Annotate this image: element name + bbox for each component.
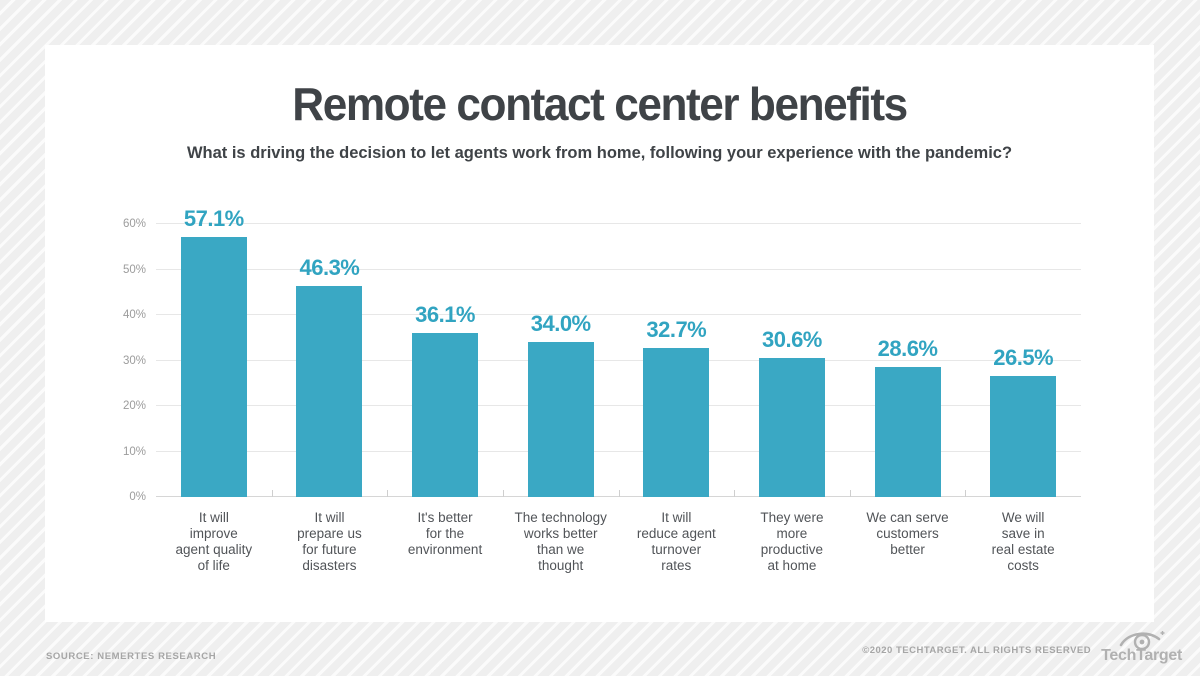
category-label: We can serve customers better (866, 510, 949, 557)
bar-value-label: 36.1% (415, 301, 476, 327)
bar-value-label: 34.0% (530, 311, 591, 337)
chart-title: Remote contact center benefits (292, 78, 908, 130)
category-labels: It will improve agent quality of life It … (156, 510, 1081, 605)
gridline (156, 223, 1081, 224)
bar-slot: 32.7% (619, 224, 735, 497)
bar-value-label: 30.6% (761, 326, 822, 352)
infographic-card: Remote contact center benefits What is d… (45, 45, 1154, 622)
bar-value-label: 32.7% (646, 317, 707, 343)
x-axis-tick (965, 490, 967, 497)
bar (180, 237, 247, 497)
bar-value-label: 28.6% (877, 335, 938, 361)
gridline (156, 405, 1081, 406)
bar (990, 376, 1057, 497)
bar-slot: 34.0% (503, 224, 619, 497)
chart-subtitle: What is driving the decision to let agen… (186, 144, 1013, 162)
y-axis-label: 50% (122, 263, 146, 276)
bar (296, 286, 363, 497)
techtarget-wordmark: TechTarget (1101, 647, 1182, 664)
y-axis-label: 60% (122, 218, 146, 230)
x-axis-tick (271, 490, 273, 497)
bar-value-label: 57.1% (183, 206, 244, 232)
category-label: It's better for the environment (407, 510, 483, 557)
gridline (156, 359, 1081, 361)
category-label: The technology works better than we thou… (514, 510, 607, 573)
x-axis-tick (618, 490, 620, 497)
plot-area: 0% 10% 20% 30% 40% 50% 60% 57.1% 46.3% 36.1% 34.0%… (123, 206, 1081, 503)
y-axis-label: 10% (122, 445, 146, 458)
bar-value-label: 46.3% (299, 255, 360, 281)
category-label: We will save in real estate costs (991, 510, 1055, 573)
bar (758, 357, 825, 497)
bar-slot: 30.6% (734, 224, 850, 497)
category-label: They were more productive at home (760, 510, 824, 573)
bar (412, 332, 479, 497)
gridline (156, 268, 1081, 270)
bar-slot: 28.6% (850, 224, 966, 497)
bar (874, 366, 941, 497)
category-label: It will prepare us for future disasters (297, 510, 362, 573)
y-axis-label: 0% (129, 491, 146, 503)
techtarget-logo: TechTarget (1101, 629, 1182, 664)
bar (527, 342, 594, 497)
y-axis-label: 30% (122, 354, 146, 367)
category-label: It will improve agent quality of life (175, 510, 253, 573)
bar (643, 348, 710, 497)
bar-slot: 36.1% (387, 224, 503, 497)
x-axis-tick (387, 490, 389, 497)
techtarget-eye-icon (1119, 631, 1165, 651)
y-axis-label: 40% (122, 309, 146, 321)
bar-value-label: 26.5% (993, 345, 1054, 371)
x-axis-tick (502, 490, 504, 497)
category-label: It will reduce agent turnover rates (636, 510, 716, 573)
gridline (156, 450, 1081, 452)
source-credit: SOURCE: NEMERTES RESEARCH (46, 651, 217, 662)
bar-slot: 46.3% (272, 224, 388, 497)
bar-slot: 57.1% (156, 206, 272, 497)
gridline (156, 314, 1081, 315)
bar-slot: 26.5% (965, 224, 1081, 497)
footer-right: ©2020 TECHTARGET. ALL RIGHTS RESERVED Te… (862, 629, 1182, 664)
x-axis-tick (849, 490, 851, 497)
y-axis-label: 20% (122, 400, 146, 412)
copyright-text: ©2020 TECHTARGET. ALL RIGHTS RESERVED (862, 645, 1092, 656)
x-axis-tick (734, 490, 736, 497)
